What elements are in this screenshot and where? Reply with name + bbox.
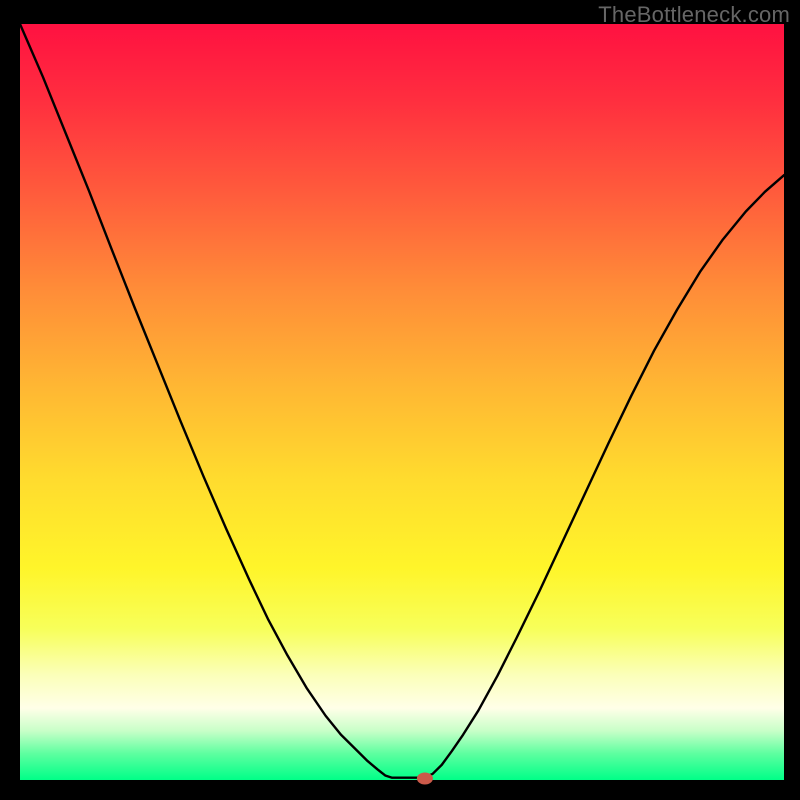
bottleneck-chart — [0, 0, 800, 800]
chart-container: TheBottleneck.com — [0, 0, 800, 800]
optimum-marker — [417, 772, 433, 784]
plot-background — [20, 24, 784, 780]
watermark-text: TheBottleneck.com — [598, 2, 790, 28]
